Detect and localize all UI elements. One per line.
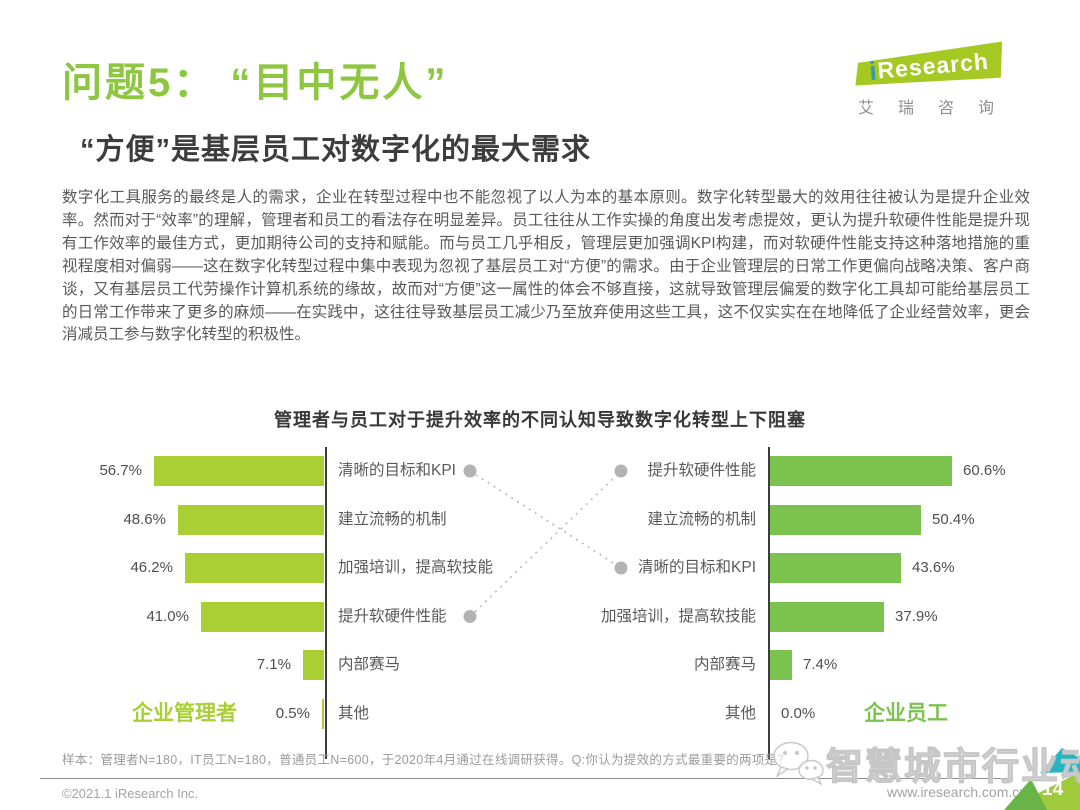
right-bar <box>770 650 792 680</box>
right-bar-category: 内部赛马 <box>693 656 756 673</box>
left-bar-category: 内部赛马 <box>338 656 401 673</box>
left-bar <box>322 698 324 729</box>
left-bar-category: 加强培训，提高软技能 <box>338 559 494 576</box>
right-bar-category: 其他 <box>724 704 756 722</box>
logo-research-text: Research <box>876 47 990 83</box>
chart-title: 管理者与员工对于提升效率的不同认知导致数字化转型上下阻塞 <box>274 410 806 430</box>
left-bar <box>154 456 324 486</box>
left-bar-category: 清晰的目标和KPI <box>338 462 456 479</box>
right-bar-value: 50.4% <box>932 510 975 528</box>
right-bar-value: 7.4% <box>803 656 838 673</box>
left-bar <box>201 601 324 632</box>
legend-employees: 企业员工 <box>864 702 948 725</box>
sample-footnote: 样本：管理者N=180，IT员工N=180，普通员工N=600，于2020年4月… <box>62 753 791 767</box>
left-bar <box>178 504 324 535</box>
right-bar-category: 加强培训，提高软技能 <box>600 607 756 625</box>
right-bar <box>770 504 921 535</box>
right-bar-value: 0.0% <box>781 704 816 722</box>
watermark-text: 智慧城市行业动态 <box>825 745 1080 787</box>
footer-divider <box>40 778 1012 779</box>
page-subtitle: “方便”是基层员工对数字化的最大需求 <box>80 134 592 166</box>
left-axis-line <box>325 447 327 759</box>
right-bar-value: 37.9% <box>895 607 938 625</box>
right-bar-category: 清晰的目标和KPI <box>638 559 756 576</box>
left-bar-category: 提升软硬件性能 <box>338 607 447 625</box>
left-bar-value: 41.0% <box>146 607 189 625</box>
left-bar-value: 56.7% <box>99 462 142 479</box>
copyright-text: ©2021.1 iResearch Inc. <box>62 786 199 801</box>
corner-ribbon <box>1004 748 1080 810</box>
website-url: www.iresearch.com.cn <box>887 784 1028 800</box>
body-paragraph: 数字化工具服务的最终是人的需求，企业在转型过程中也不能忽视了以人为本的基本原则。… <box>62 189 1030 344</box>
right-bar <box>770 456 952 486</box>
iresearch-logo: i Research 艾瑞咨询 <box>854 48 1022 118</box>
page-number: 14 <box>1042 779 1064 800</box>
left-bar-value: 0.5% <box>275 704 310 722</box>
left-bar-category: 建立流畅的机制 <box>338 510 447 528</box>
right-bar-value: 60.6% <box>963 462 1006 479</box>
right-bar <box>770 553 901 583</box>
left-bar <box>303 650 324 680</box>
left-bar-value: 7.1% <box>256 656 291 673</box>
left-bar <box>185 553 324 583</box>
left-bar-category: 其他 <box>338 704 370 722</box>
legend-managers: 企业管理者 <box>132 702 237 725</box>
watermark: 智慧城市行业动态 <box>770 736 1080 790</box>
right-bar-category: 提升软硬件性能 <box>647 462 756 479</box>
page-title: 问题5： “目中无人” <box>62 61 449 105</box>
tornado-bar-chart: 企业管理者 企业员工 56.7% 清晰的目标和KPI 48.6% 建立流畅的机制 46.… <box>0 445 1080 760</box>
iresearch-logo-band: i Research <box>853 42 1006 91</box>
right-bar-category: 建立流畅的机制 <box>647 510 756 528</box>
right-axis-line <box>768 447 770 759</box>
wechat-icon <box>773 741 824 786</box>
logo-chinese-name: 艾瑞咨询 <box>858 100 1019 117</box>
right-bar-value: 43.6% <box>912 559 955 576</box>
left-bar-value: 46.2% <box>130 559 173 576</box>
left-bar-value: 48.6% <box>123 510 166 528</box>
right-bar <box>770 601 884 632</box>
